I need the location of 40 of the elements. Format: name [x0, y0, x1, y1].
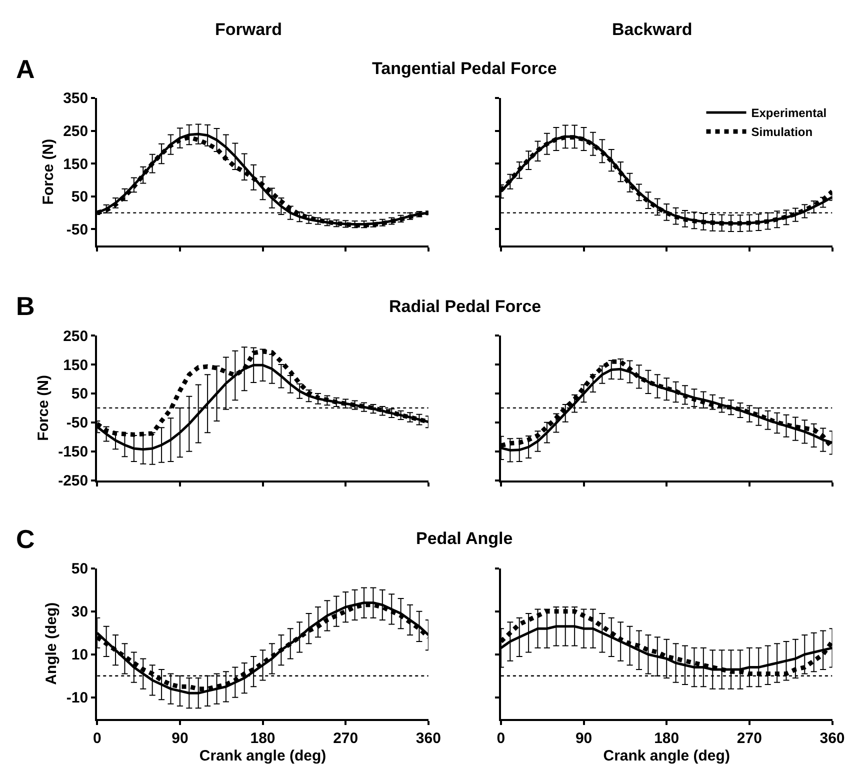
x-axis-title: Crank angle (deg) [199, 747, 326, 764]
x-tick-label: 270 [333, 730, 358, 747]
x-tick-label: 270 [736, 730, 762, 747]
y-axis-title: Angle (deg) [43, 602, 60, 685]
text: Forward [215, 20, 282, 39]
y-tick-label: 150 [63, 356, 88, 374]
x-tick-label: 0 [496, 730, 506, 747]
x-tick-label: 90 [172, 730, 188, 747]
y-axis-title: Force (N) [40, 138, 57, 205]
x-tick-label: 360 [820, 730, 845, 747]
y-tick-label: -50 [66, 414, 88, 432]
y-tick-label: 250 [63, 123, 88, 140]
legend-label: Simulation [751, 125, 813, 140]
text: A [16, 54, 35, 84]
y-tick-label: 50 [71, 560, 88, 578]
y-tick-label: 150 [63, 156, 88, 173]
x-tick-label: 0 [92, 730, 102, 747]
y-tick-label: 50 [71, 386, 88, 403]
y-tick-label: -10 [66, 690, 88, 707]
y-axis-title: Force (N) [34, 375, 52, 441]
x-tick-label: 360 [416, 730, 441, 747]
x-tick-label: 180 [654, 730, 680, 747]
text: C [16, 524, 35, 554]
text: Backward [612, 20, 692, 39]
y-tick-label: -50 [66, 221, 88, 238]
y-tick-label: -250 [58, 472, 88, 490]
text: Radial Pedal Force [389, 297, 542, 316]
y-tick-label: 10 [71, 646, 88, 664]
x-axis-title: Crank angle (deg) [603, 747, 730, 764]
text: Tangential Pedal Force [372, 59, 557, 78]
text: Pedal Angle [416, 529, 513, 548]
y-tick-label: 350 [63, 90, 88, 108]
y-tick-label: 250 [63, 328, 88, 345]
y-tick-label: -150 [58, 444, 88, 461]
text: B [16, 291, 35, 321]
y-tick-label: 50 [71, 188, 88, 206]
x-tick-label: 180 [250, 730, 276, 747]
x-tick-label: 90 [575, 730, 592, 747]
legend-label: Experimental [751, 106, 827, 120]
y-tick-label: 30 [71, 604, 88, 621]
